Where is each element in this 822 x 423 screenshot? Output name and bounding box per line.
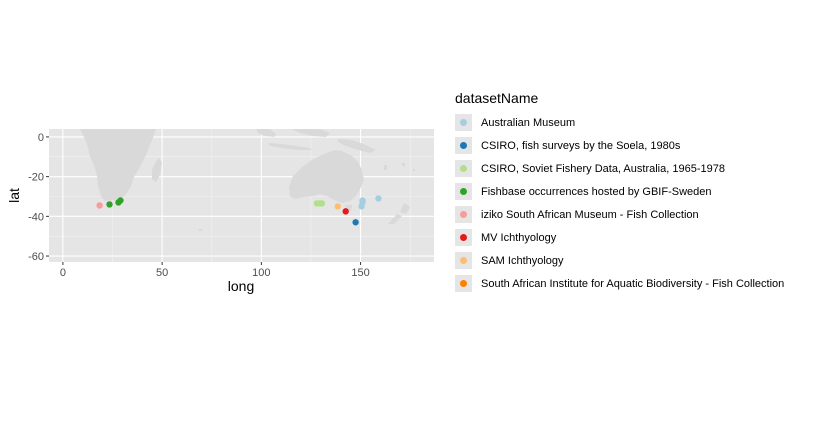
y-axis: 0 -20 -40 -60 <box>28 132 49 263</box>
data-point <box>96 202 103 209</box>
new-zealand-landmass <box>400 203 410 214</box>
legend-item: iziko South African Museum - Fish Collec… <box>455 203 784 226</box>
legend-swatch <box>460 142 467 149</box>
y-tick-label: -20 <box>28 172 44 184</box>
pacific-island <box>413 169 415 171</box>
data-points <box>96 195 382 226</box>
legend-swatch <box>460 165 467 172</box>
legend-swatch <box>460 280 467 287</box>
legend-item: MV Ichthyology <box>455 226 784 249</box>
data-point <box>318 200 326 207</box>
legend-key <box>455 137 472 154</box>
pacific-island <box>384 165 387 170</box>
africa-landmass <box>80 129 156 201</box>
legend-label: MV Ichthyology <box>481 231 557 244</box>
x-axis: 0 50 100 150 <box>60 262 370 279</box>
data-point <box>375 195 382 202</box>
legend-label: South African Institute for Aquatic Biod… <box>481 277 785 290</box>
legend-label: CSIRO, Soviet Fishery Data, Australia, 1… <box>481 162 725 175</box>
y-tick-label: 0 <box>38 132 44 144</box>
data-point <box>352 219 359 226</box>
legend-key <box>455 206 472 223</box>
x-tick-label: 150 <box>351 267 369 279</box>
y-tick-label: -60 <box>28 251 44 263</box>
x-tick-label: 100 <box>252 267 270 279</box>
new-zealand-landmass <box>388 214 402 224</box>
new-guinea-landmass <box>338 139 376 153</box>
legend-item: CSIRO, fish surveys by the Soela, 1980s <box>455 134 784 157</box>
indonesia-landmass <box>256 129 276 137</box>
legend-swatch <box>460 211 467 218</box>
legend-swatch <box>460 257 467 264</box>
land-masses <box>80 129 415 231</box>
grid-major <box>49 129 434 262</box>
legend-item: South African Institute for Aquatic Biod… <box>455 272 784 295</box>
data-point <box>342 208 349 215</box>
indian-ocean-island <box>199 229 202 231</box>
data-point <box>358 203 365 210</box>
legend-label: iziko South African Museum - Fish Collec… <box>481 208 699 221</box>
legend-items: Australian Museum CSIRO, fish surveys by … <box>455 111 784 295</box>
legend-swatch <box>460 234 467 241</box>
y-tick-label: -40 <box>28 211 44 223</box>
madagascar-landmass <box>152 158 162 182</box>
legend: datasetName Australian Museum CSIRO, fish… <box>455 89 784 295</box>
legend-swatch <box>460 188 467 195</box>
x-axis-title: long <box>228 278 254 294</box>
legend-item: CSIRO, Soviet Fishery Data, Australia, 1… <box>455 157 784 180</box>
data-point <box>117 197 124 204</box>
legend-label: Australian Museum <box>481 116 576 129</box>
legend-item: SAM Ichthyology <box>455 249 784 272</box>
legend-key <box>455 229 472 246</box>
x-tick-label: 0 <box>60 267 66 279</box>
legend-key <box>455 183 472 200</box>
y-axis-title: lat <box>6 188 22 203</box>
legend-item: Fishbase occurrences hosted by GBIF-Swed… <box>455 180 784 203</box>
legend-title: datasetName <box>455 90 539 106</box>
legend-label: CSIRO, fish surveys by the Soela, 1980s <box>481 139 681 152</box>
indonesia-landmass <box>268 143 312 150</box>
legend-key <box>455 252 472 269</box>
indonesia-landmass <box>292 129 330 137</box>
legend-key <box>455 160 472 177</box>
legend-label: SAM Ichthyology <box>481 254 564 267</box>
legend-key <box>455 275 472 292</box>
x-tick-label: 50 <box>156 267 168 279</box>
data-point <box>334 203 341 210</box>
data-point <box>106 201 113 208</box>
legend-label: Fishbase occurrences hosted by GBIF-Swed… <box>481 185 712 198</box>
legend-swatch <box>460 119 467 126</box>
legend-key <box>455 114 472 131</box>
legend-item: Australian Museum <box>455 111 784 134</box>
pacific-island <box>402 163 405 166</box>
australia-landmass <box>289 150 364 203</box>
